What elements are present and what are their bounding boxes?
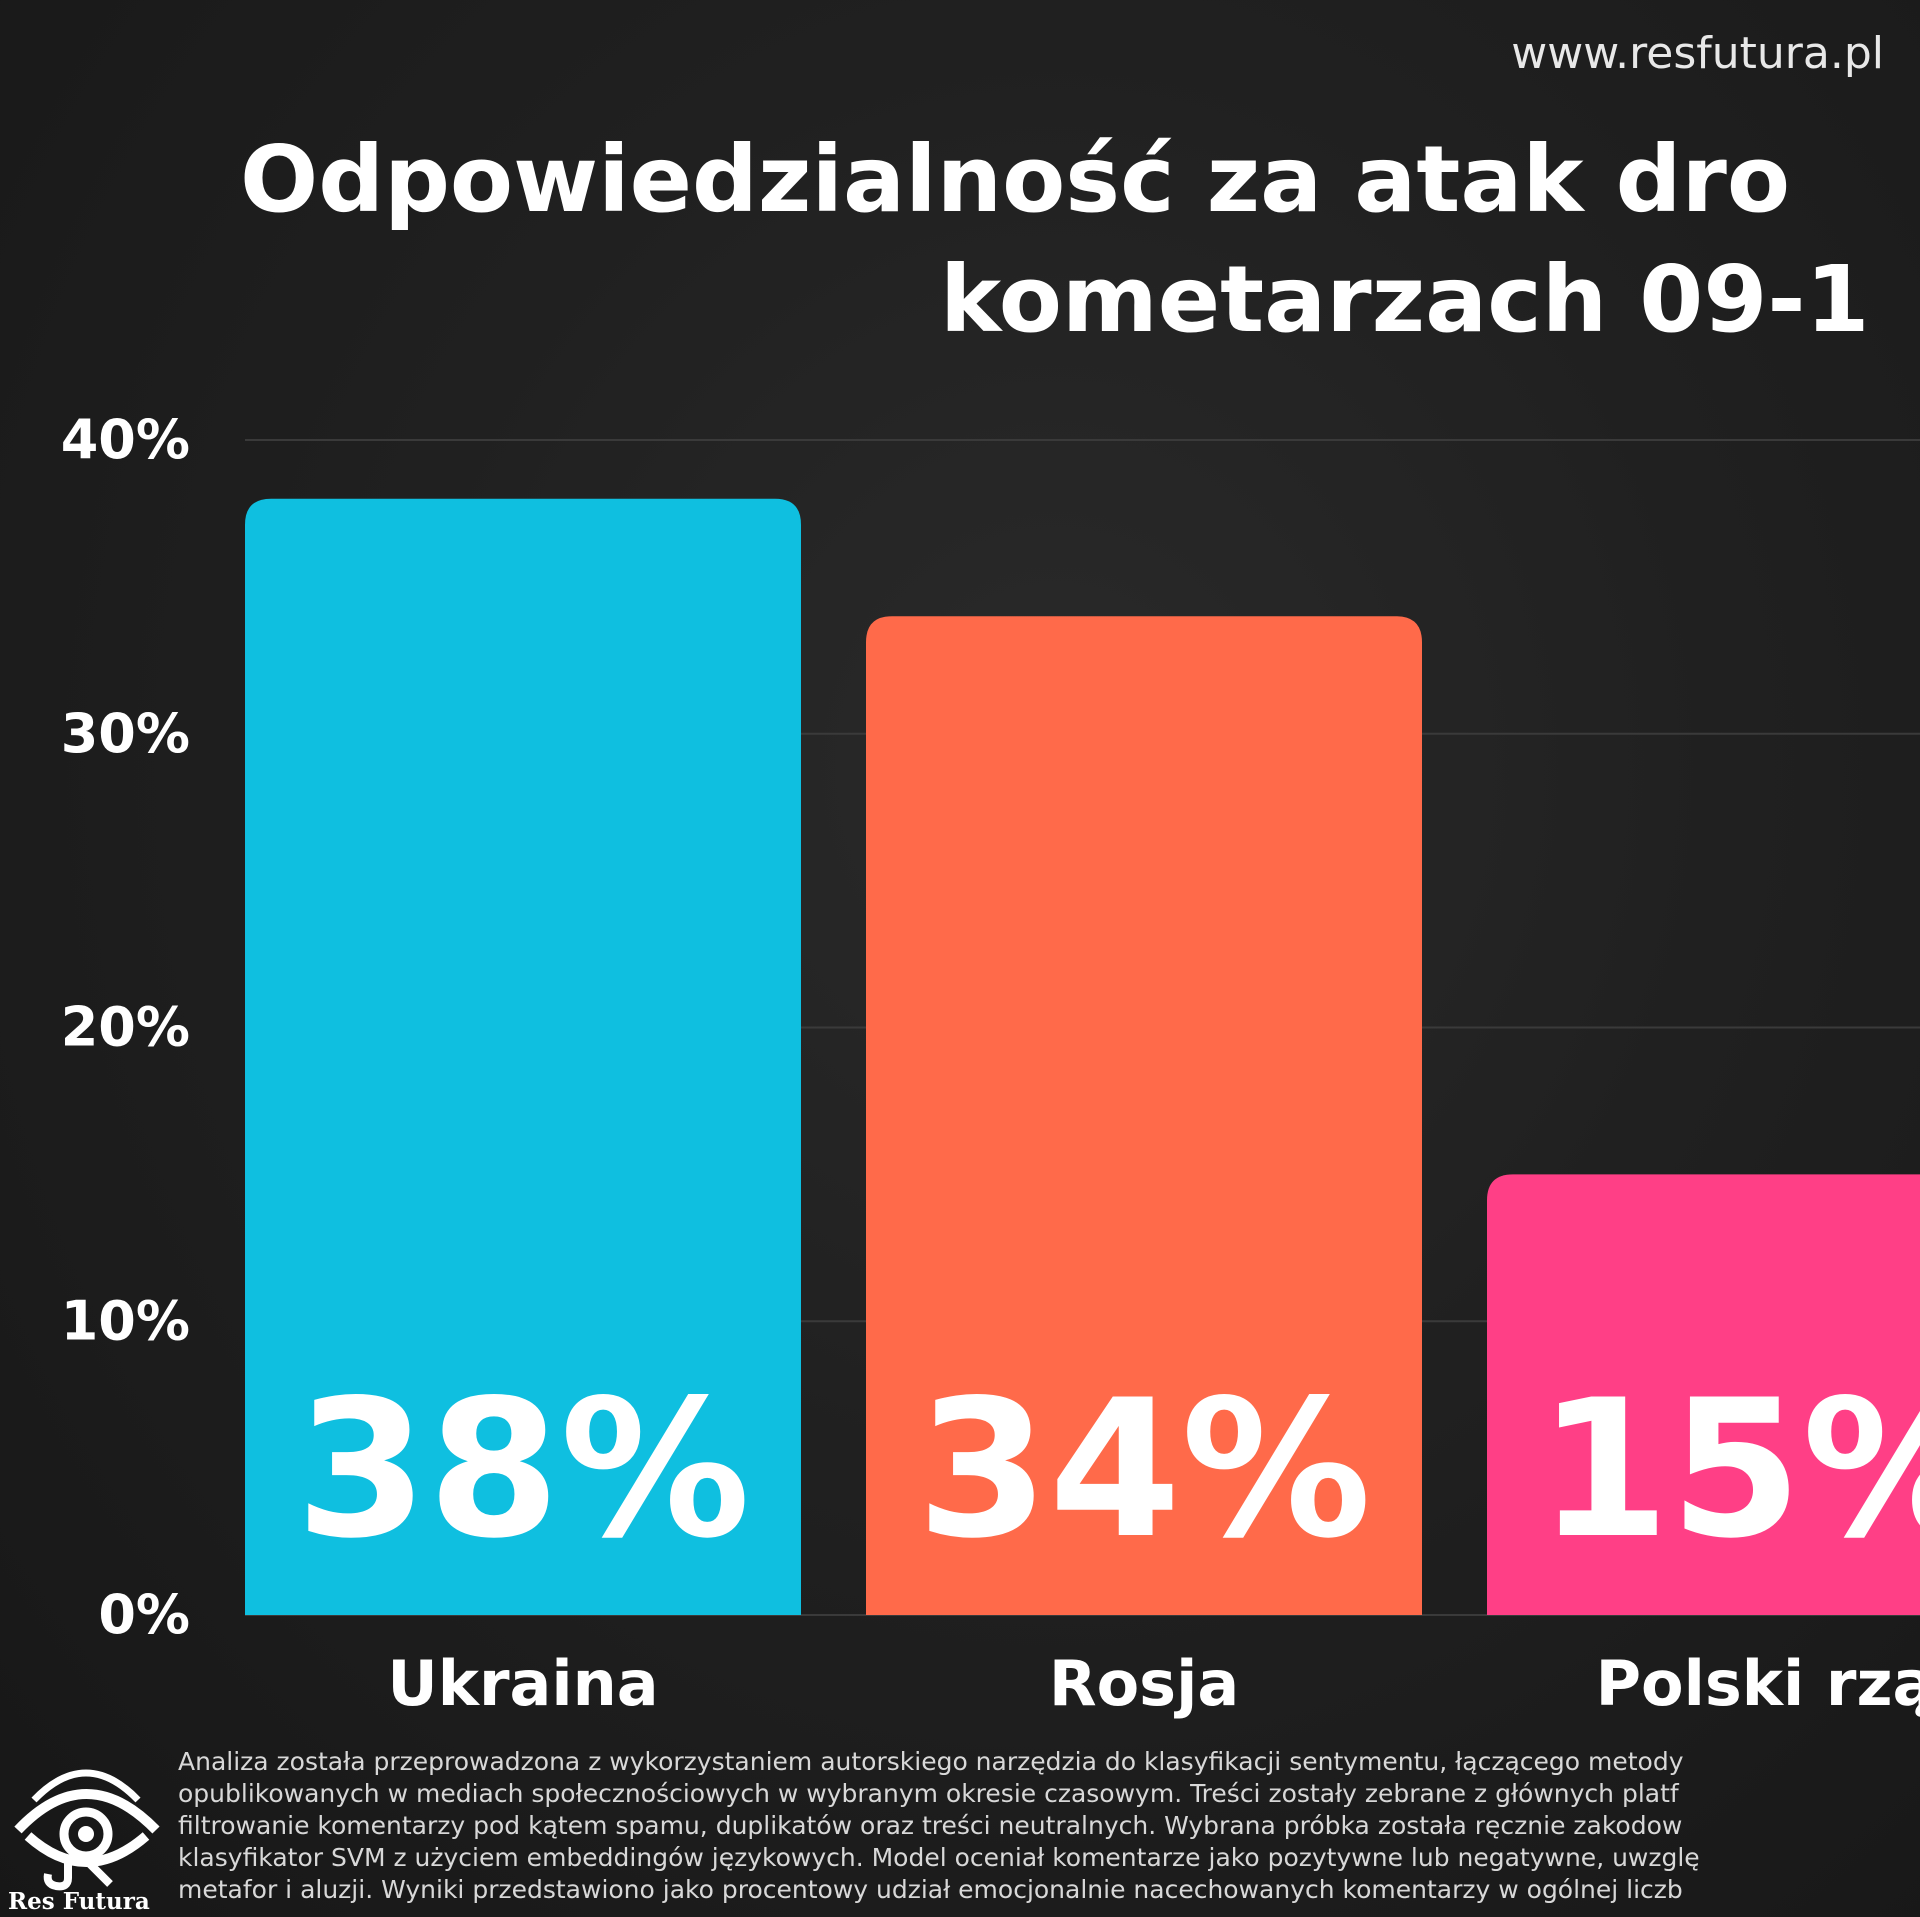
y-tick-label: 20%: [61, 996, 190, 1059]
x-category-label: Rosja: [1049, 1647, 1239, 1720]
bar-ukraina: [245, 498, 801, 1615]
chart-title-line-2: kometarzach 09-1: [940, 246, 1870, 353]
y-tick-label: 10%: [61, 1289, 190, 1352]
methodology-line: Analiza została przeprowadzona z wykorzy…: [178, 1747, 1684, 1776]
y-tick-label: 40%: [61, 408, 190, 471]
methodology-line: metafor i aluzji. Wyniki przedstawiono j…: [178, 1875, 1683, 1904]
res-futura-eye-logo-icon: [14, 1769, 160, 1891]
y-axis-ticks: 0% 10% 20% 30% 40%: [61, 408, 190, 1646]
methodology-line: klasyfikator SVM z użyciem embeddingów j…: [178, 1843, 1700, 1872]
methodology-line: opublikowanych w mediach społecznościowy…: [178, 1779, 1679, 1808]
chart-title-line-1: Odpowiedzialność za atak dro: [240, 126, 1791, 233]
bar-polski-rz-: [1487, 1174, 1920, 1615]
x-category-label: Ukraina: [387, 1647, 658, 1720]
bar-value-label: 34%: [917, 1359, 1372, 1580]
bar-rosja: [866, 616, 1422, 1615]
y-tick-label: 30%: [61, 702, 190, 765]
logo-wordmark: Res Futura: [8, 1888, 150, 1915]
x-category-label: Polski rzą: [1596, 1647, 1920, 1720]
footer: Res Futura Analiza została przeprowadzon…: [0, 1738, 1920, 1917]
x-axis-labels: Ukraina Rosja Polski rzą: [387, 1647, 1920, 1720]
y-tick-label: 0%: [98, 1583, 190, 1646]
bars: 38% 34% 15%: [245, 498, 1920, 1615]
methodology-line: filtrowanie komentarzy pod kątem spamu, …: [178, 1811, 1683, 1840]
website-url: www.resfutura.pl: [1511, 28, 1884, 79]
bar-value-label: 38%: [296, 1359, 751, 1580]
bar-value-label: 15%: [1538, 1359, 1920, 1580]
chart-title: Odpowiedzialność za atak dro kometarzach…: [240, 120, 1920, 360]
methodology-note: Analiza została przeprowadzona z wykorzy…: [178, 1746, 1920, 1906]
